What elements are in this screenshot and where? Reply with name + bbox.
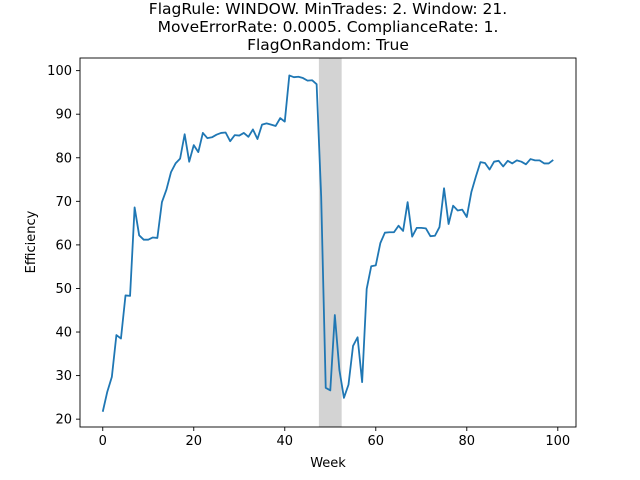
plot-area-frame [79,57,577,428]
x-axis-ticks: 0 20 40 60 80 100 [99,427,570,449]
efficiency-series-line [101,74,554,412]
y-tick-label: 80 [55,151,72,166]
x-tick-label: 40 [276,434,293,449]
x-axis-label: Week [310,456,346,471]
y-tick-label: 30 [55,369,72,384]
x-tick-label: 60 [368,434,385,449]
x-tick-label: 100 [545,434,570,449]
y-tick-label: 40 [55,326,72,341]
x-tick-label: 20 [185,434,202,449]
x-tick-label: 80 [459,434,476,449]
x-tick-label: 0 [99,434,107,449]
y-axis-label: Efficiency [24,210,39,273]
title-line-2: MoveErrorRate: 0.0005. ComplianceRate: 1… [158,18,499,36]
y-axis-ticks: 20 30 40 50 60 70 80 90 100 [47,64,80,428]
y-tick-label: 20 [55,413,72,428]
y-tick-label: 50 [55,282,72,297]
y-tick-label: 100 [47,64,72,79]
chart-title: FlagRule: WINDOW. MinTrades: 2. Window: … [149,0,507,54]
title-line-3: FlagOnRandom: True [247,36,409,54]
title-line-1: FlagRule: WINDOW. MinTrades: 2. Window: … [149,0,507,18]
y-tick-label: 60 [55,238,72,253]
y-tick-label: 90 [55,108,72,123]
y-tick-label: 70 [55,195,72,210]
